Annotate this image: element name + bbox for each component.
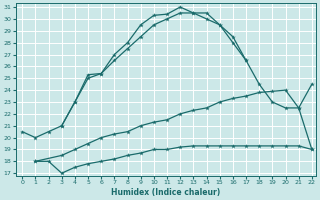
X-axis label: Humidex (Indice chaleur): Humidex (Indice chaleur)	[111, 188, 220, 197]
